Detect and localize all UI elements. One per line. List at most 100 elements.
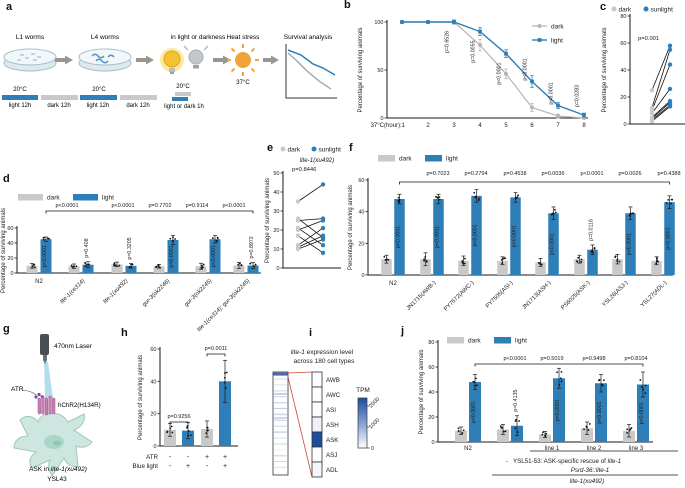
step-title-heat: Heat stress: [227, 34, 261, 41]
svg-text:ASJ: ASJ: [326, 452, 337, 459]
svg-text:p<0.0001: p<0.0001: [222, 203, 245, 209]
sun-icon: [227, 44, 259, 76]
panel-j-label: j: [401, 325, 405, 337]
svg-text:0: 0: [276, 266, 279, 272]
svg-text:p<0.0001: p<0.0001: [503, 356, 526, 362]
svg-text:light: light: [551, 38, 563, 45]
svg-text:2000: 2000: [368, 397, 381, 410]
svg-text:dark: dark: [619, 7, 632, 14]
svg-text:dark: dark: [468, 338, 481, 345]
svg-text:p=0.0283: p=0.0283: [575, 85, 581, 107]
svg-text:PY7572(AWC-): PY7572(AWC-): [443, 280, 475, 312]
panel-d: d 0 20 40 60 Percentage of surviving animals…: [0, 160, 262, 333]
svg-text:p=0.001: p=0.001: [638, 36, 659, 42]
svg-text:3: 3: [452, 123, 456, 129]
svg-text:TPM: TPM: [356, 387, 370, 394]
svg-text:0: 0: [371, 446, 374, 452]
svg-text:p=0.0026: p=0.0026: [618, 171, 641, 177]
temp-label: 20°C: [13, 87, 27, 93]
svg-text:20: 20: [273, 228, 279, 234]
svg-text:-: -: [169, 454, 172, 461]
panel-c-label: c: [600, 1, 607, 13]
strain-label: YSL43: [47, 476, 67, 483]
svg-text:lite-1(ce314): lite-1(ce314): [59, 278, 86, 305]
arrow-right-icon: [136, 55, 154, 65]
svg-text:p=0.0011: p=0.0011: [205, 346, 228, 352]
panel-g-label: g: [3, 323, 10, 335]
svg-text:20: 20: [358, 241, 364, 247]
svg-text:-: -: [506, 458, 508, 465]
svg-text:p=0.6526: p=0.6526: [445, 31, 451, 53]
svg-text:Blue light: Blue light: [133, 463, 159, 470]
svg-text:p=0.0055: p=0.0055: [471, 40, 477, 62]
svg-text:p=0.9114: p=0.9114: [186, 203, 209, 209]
atr-molecule-icon: [34, 392, 44, 399]
timeline-dark-bar: [41, 95, 78, 100]
panel-c-chart: 0 20 40 60 80 Percentage of surviving animals…: [602, 6, 685, 128]
svg-text:1000: 1000: [368, 418, 381, 431]
svg-text:p=0.7023: p=0.7023: [426, 171, 449, 177]
svg-text:line 3: line 3: [629, 446, 644, 452]
light-1h-bar: [172, 97, 188, 101]
svg-text:100: 100: [374, 20, 383, 26]
svg-text:p=0.8972: p=0.8972: [249, 236, 255, 258]
svg-text:Psrd-36::lite-1: Psrd-36::lite-1: [571, 467, 610, 474]
panel-c: c 0 20 40 60 80 Percentage of surviving anima…: [600, 0, 685, 172]
svg-text:p<0.0001: p<0.0001: [597, 401, 603, 423]
svg-text:Percentage of surviving animal: Percentage of surviving animals: [265, 178, 271, 263]
svg-text:light: light: [446, 156, 458, 163]
svg-text:60: 60: [358, 178, 364, 184]
svg-text:40: 40: [7, 241, 13, 247]
panel-b-label: b: [344, 0, 351, 11]
timeline-dark-bar: [120, 95, 157, 100]
svg-text:+: +: [223, 454, 227, 461]
svg-text:60: 60: [428, 365, 434, 371]
svg-text:p=0.4135: p=0.4135: [513, 389, 519, 411]
svg-text:ASK: ASK: [326, 437, 339, 444]
l4-worms-icon: [91, 53, 115, 64]
arrow-right-icon: [55, 55, 73, 65]
svg-text:N2: N2: [389, 281, 397, 287]
svg-text:37°C(hour):1: 37°C(hour):1: [371, 123, 406, 129]
svg-text:+: +: [205, 454, 209, 461]
panel-e: e 0 10 20 30 40 50 Percentage of surviving ani…: [262, 140, 362, 315]
svg-text:sunlight: sunlight: [651, 7, 674, 14]
svg-text:Percentage of surviving animal: Percentage of surviving animals: [419, 349, 425, 434]
svg-text:lite-1(xu492): lite-1(xu492): [570, 478, 604, 485]
svg-text:20: 20: [150, 412, 156, 418]
svg-text:40: 40: [358, 210, 364, 216]
svg-text:YSL27(ADL-): YSL27(ADL-): [640, 280, 669, 309]
atr-label: ATR: [11, 386, 24, 393]
arrow-right-icon: [263, 55, 279, 65]
panel-i-heatmap: lite-1 expression level across 180 cell t…: [272, 349, 381, 478]
panel-a-label: a: [6, 1, 13, 13]
laser-pen-icon: [40, 334, 49, 355]
step-title-l1: L1 worms: [16, 34, 45, 41]
svg-text:p=0.4388: p=0.4388: [657, 171, 680, 177]
svg-text:60: 60: [7, 226, 13, 232]
panel-h-label: h: [121, 327, 128, 339]
svg-text:40: 40: [620, 68, 626, 74]
svg-text:Percentage of surviving animal: Percentage of surviving animals: [1, 208, 7, 293]
svg-text:0: 0: [431, 440, 434, 446]
panel-f-label: f: [349, 142, 353, 154]
svg-text:p<0.0001: p<0.0001: [523, 58, 529, 80]
panel-i-label: i: [309, 327, 313, 339]
svg-text:-: -: [187, 454, 190, 461]
panel-i: i lite-1 expression level across 180 cell…: [240, 322, 405, 488]
svg-text:sunlight: sunlight: [319, 147, 342, 154]
svg-text:+: +: [223, 463, 227, 470]
panel-b-chart: 0 50 100 Percentage of surviving animals p=0…: [358, 19, 588, 129]
laser-label: 470nm Laser: [54, 343, 93, 350]
panel-g-schematic: 470nm Laser ATR hChR2(H134R) ASK in lite…: [11, 334, 101, 483]
panel-b: b 0 50 100 Percentage of surviving animals p…: [336, 0, 592, 140]
svg-text:80: 80: [428, 340, 434, 346]
temp-label: 20°C: [176, 84, 190, 90]
panel-f-chart: 0 20 40 60 Percentage of surviving animals da…: [348, 155, 681, 313]
timeline-light-bar: [80, 95, 117, 100]
svg-text:gur-3(ok2245): gur-3(ok2245): [183, 278, 213, 308]
svg-text:p<0.0001: p<0.0001: [497, 63, 503, 85]
panel-h-chart: 0 20 40 60 Percentage of surviving animals p=…: [133, 346, 238, 470]
